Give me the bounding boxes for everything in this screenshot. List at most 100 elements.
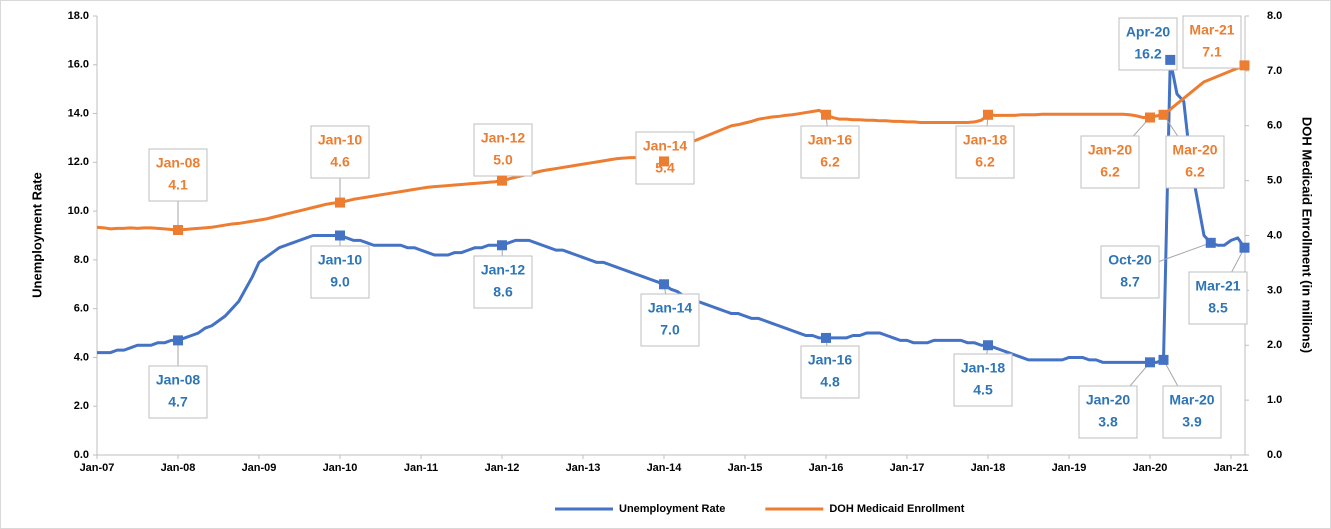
x-tick-label: Jan-14 <box>647 462 683 474</box>
x-tick-label: Jan-08 <box>161 462 196 474</box>
point-marker <box>983 340 993 351</box>
x-tick-label: Jan-16 <box>809 462 844 474</box>
point-marker <box>497 175 507 186</box>
callout-box <box>310 125 370 179</box>
x-tick-label: Jan-11 <box>404 462 438 474</box>
x-tick-label: Jan-07 <box>80 462 115 474</box>
x-tick-label: Jan-17 <box>890 462 925 474</box>
y-tick-label: 2.0 <box>74 400 89 412</box>
callout-box <box>473 255 533 309</box>
callout-box <box>1162 385 1222 439</box>
y2-axis-title: DOH Medicaid Enrollment (in millions) <box>1300 117 1315 353</box>
callout-value: 8.7 <box>1120 274 1140 290</box>
point-marker <box>1158 354 1169 365</box>
callout-date: Jan-18 <box>963 132 1008 148</box>
legend-label: Unemployment Rate <box>619 503 725 515</box>
point-marker <box>335 230 345 241</box>
callout-date: Jan-20 <box>1086 392 1131 408</box>
callout-box <box>800 125 860 179</box>
y-tick-label: 18.0 <box>68 10 89 22</box>
callout-value: 8.5 <box>1208 300 1228 316</box>
x-tick-label: Jan-09 <box>242 462 277 474</box>
callout-date: Jan-08 <box>156 372 201 388</box>
callout-value: 6.2 <box>820 154 840 170</box>
point-marker <box>821 332 831 343</box>
legend-label: DOH Medicaid Enrollment <box>829 503 964 515</box>
callout-date: Mar-20 <box>1169 392 1214 408</box>
callout-value: 8.6 <box>493 284 513 300</box>
point-marker <box>1205 237 1216 248</box>
callout-box <box>1078 385 1138 439</box>
callout-date: Mar-20 <box>1172 142 1217 158</box>
series-line <box>97 58 1246 364</box>
callout-box <box>635 131 695 185</box>
callout-box <box>148 148 208 202</box>
callout-value: 6.2 <box>975 154 995 170</box>
callout-box <box>1100 245 1160 299</box>
callout-value: 4.7 <box>168 394 188 410</box>
callout-box <box>1188 271 1248 325</box>
point-marker <box>983 109 993 120</box>
x-tick-label: Jan-10 <box>323 462 358 474</box>
callout-box <box>1080 135 1140 189</box>
x-tick-label: Jan-13 <box>566 462 601 474</box>
callout-date: Jan-14 <box>643 138 688 154</box>
x-tick-label: Jan-15 <box>728 462 763 474</box>
callout-box <box>473 123 533 177</box>
point-marker <box>335 197 345 208</box>
point-marker <box>1145 112 1155 123</box>
callout-box <box>800 345 860 399</box>
y2-tick-label: 6.0 <box>1267 120 1282 132</box>
callout-date: Jan-12 <box>481 130 526 146</box>
callout-date: Jan-16 <box>808 352 853 368</box>
y-tick-label: 16.0 <box>68 59 89 71</box>
point-marker <box>659 156 669 167</box>
callout-value: 7.1 <box>1202 44 1222 60</box>
y-tick-label: 6.0 <box>74 303 89 315</box>
x-tick-label: Jan-20 <box>1133 462 1168 474</box>
callout-value: 16.2 <box>1134 46 1161 62</box>
callout-box <box>1165 135 1225 189</box>
callout-date: Mar-21 <box>1189 22 1234 38</box>
callout-value: 6.2 <box>1185 164 1205 180</box>
y2-tick-label: 0.0 <box>1267 449 1282 461</box>
callout-date: Jan-14 <box>648 300 693 316</box>
point-marker <box>659 279 669 290</box>
y2-tick-label: 5.0 <box>1267 175 1282 187</box>
callout-box <box>1182 15 1242 69</box>
callout-value: 4.5 <box>973 382 993 398</box>
callout-date: Mar-21 <box>1195 278 1240 294</box>
x-tick-label: Jan-21 <box>1214 462 1249 474</box>
y-tick-label: 8.0 <box>74 254 89 266</box>
callout-box <box>310 245 370 299</box>
y-tick-label: 0.0 <box>74 449 89 461</box>
callout-date: Jan-16 <box>808 132 853 148</box>
callout-value: 5.0 <box>493 152 513 168</box>
y2-tick-label: 7.0 <box>1267 65 1282 77</box>
callout-date: Jan-10 <box>318 132 363 148</box>
callout-value: 4.1 <box>168 177 188 193</box>
point-marker <box>173 225 183 236</box>
callout-box <box>955 125 1015 179</box>
callout-value: 4.8 <box>820 374 840 390</box>
point-marker <box>497 240 507 251</box>
callout-box <box>148 365 208 419</box>
point-marker <box>1145 357 1155 368</box>
callout-date: Jan-20 <box>1088 142 1133 158</box>
y2-tick-label: 8.0 <box>1267 10 1282 22</box>
point-marker <box>173 335 183 346</box>
x-tick-label: Jan-18 <box>971 462 1006 474</box>
callout-value: 6.2 <box>1100 164 1120 180</box>
callout-box <box>640 293 700 347</box>
y-tick-label: 4.0 <box>74 351 89 363</box>
x-tick-label: Jan-12 <box>485 462 520 474</box>
y-tick-label: 12.0 <box>68 156 89 168</box>
point-marker <box>1239 242 1250 253</box>
callout-date: Apr-20 <box>1126 24 1171 40</box>
callout-date: Jan-18 <box>961 360 1006 376</box>
point-marker <box>821 109 831 120</box>
callout-date: Oct-20 <box>1108 252 1152 268</box>
y2-tick-label: 4.0 <box>1267 229 1282 241</box>
callout-date: Jan-10 <box>318 252 363 268</box>
